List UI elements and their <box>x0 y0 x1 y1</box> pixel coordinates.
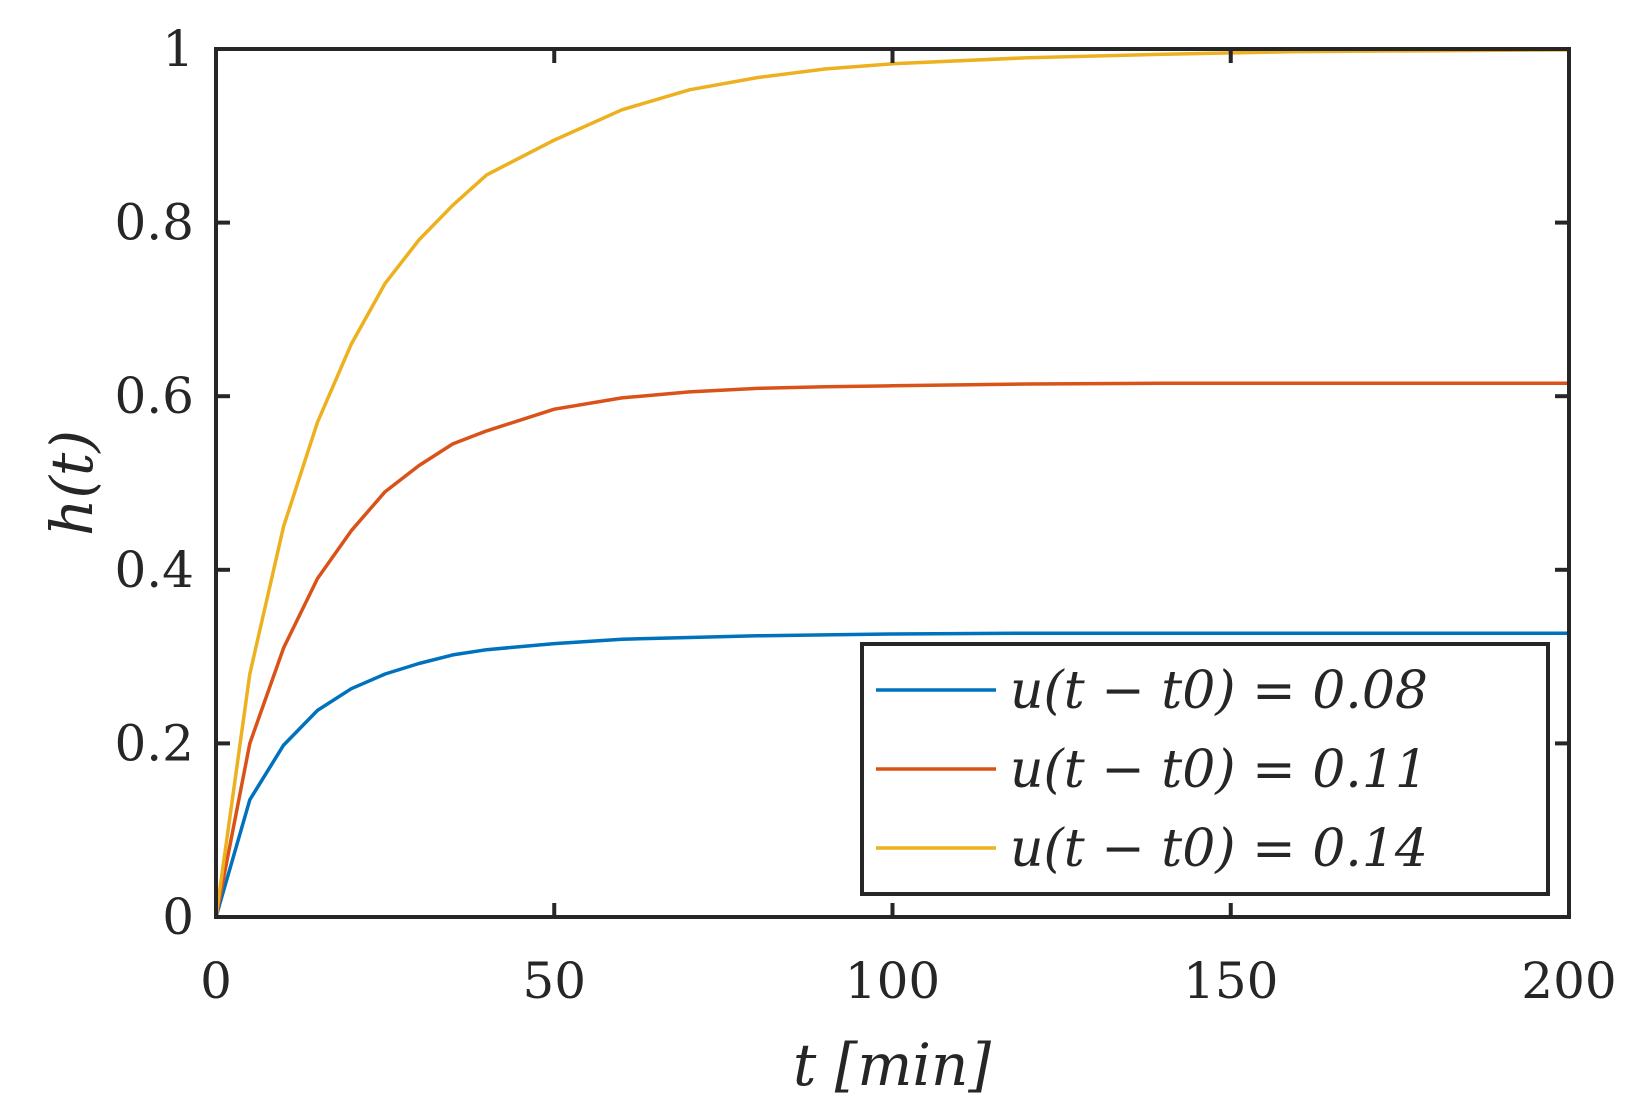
series-line-0 <box>214 631 1569 918</box>
y-tick-label: 0.4 <box>114 541 194 599</box>
x-axis-label: t [min] <box>793 1031 991 1099</box>
plot-frame <box>214 47 1571 919</box>
x-tick-label: 0 <box>200 952 232 1010</box>
legend-label-0: u(t − t0) = 0.08 <box>1010 661 1428 721</box>
series-layer <box>214 48 1570 918</box>
y-tick-label: 0.6 <box>114 367 194 425</box>
x-tick-label: 200 <box>1521 952 1616 1010</box>
y-tick-label: 0 <box>162 888 194 946</box>
series-line-2 <box>214 48 1570 918</box>
x-tick-label: 100 <box>845 952 940 1010</box>
y-axis-label: h(t) <box>38 430 106 536</box>
y-tick-label: 0.8 <box>114 194 194 252</box>
y-tick-labels: 0 0.2 0.4 0.6 0.8 1 <box>114 20 194 946</box>
x-tick-labels: 0 50 100 150 200 <box>200 952 1617 1010</box>
x-tick-label: 150 <box>1183 952 1278 1010</box>
legend: u(t − t0) = 0.08 u(t − t0) = 0.11 u(t − … <box>860 642 1550 896</box>
legend-label-1: u(t − t0) = 0.11 <box>1010 740 1428 800</box>
y-tick-label: 0.2 <box>114 714 194 772</box>
y-tick-label: 1 <box>162 20 194 78</box>
series-line-1 <box>214 381 1569 918</box>
x-tick-label: 50 <box>522 952 586 1010</box>
legend-label-2: u(t − t0) = 0.14 <box>1010 819 1428 879</box>
